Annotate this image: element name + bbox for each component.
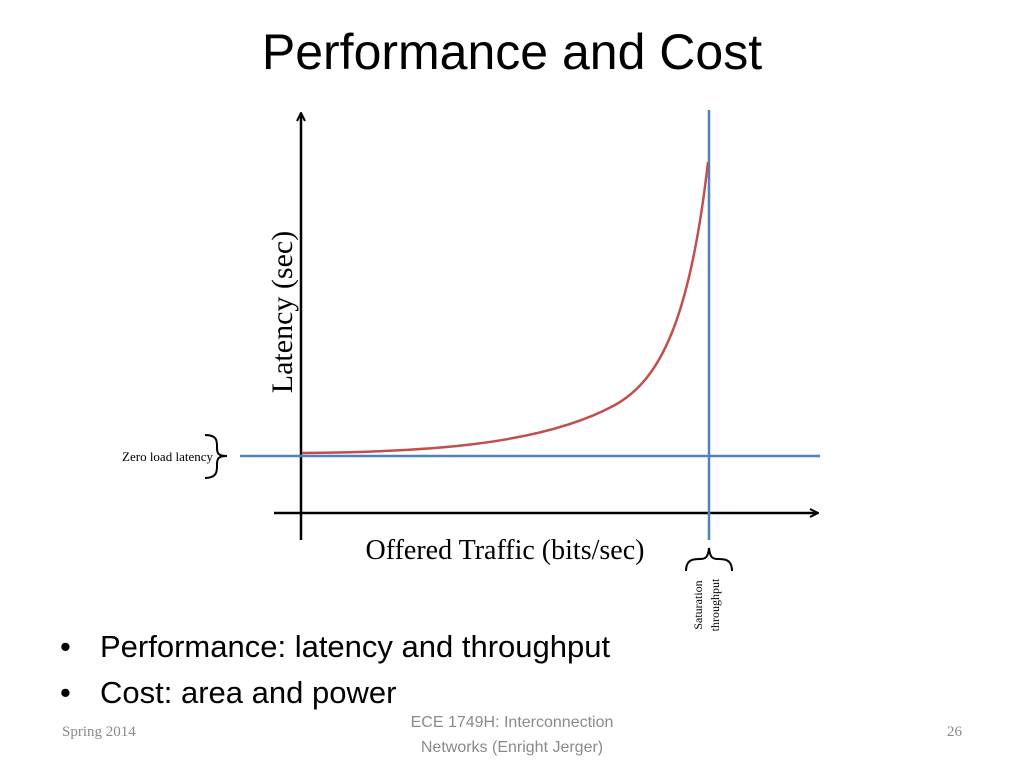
footer-course: ECE 1749H: Interconnection Networks (Enr… bbox=[382, 710, 642, 760]
bullet-text: Performance: latency and throughput bbox=[100, 629, 611, 664]
y-axis-label: Latency (sec) bbox=[266, 231, 299, 393]
bullet-item: • Performance: latency and throughput bbox=[60, 624, 610, 670]
zero-load-brace-icon bbox=[204, 434, 228, 479]
bullet-list: • Performance: latency and throughput • … bbox=[60, 624, 610, 716]
bullet-text: Cost: area and power bbox=[100, 675, 397, 710]
saturation-label-line2: throughput bbox=[708, 578, 722, 631]
bullet-item: • Cost: area and power bbox=[60, 670, 610, 716]
zero-load-latency-label: Zero load latency bbox=[122, 449, 213, 464]
footer-date: Spring 2014 bbox=[62, 724, 136, 740]
footer-course-line2: Networks (Enright Jerger) bbox=[420, 739, 604, 756]
x-axis-label: Offered Traffic (bits/sec) bbox=[366, 535, 645, 566]
saturation-label-line1: Saturation bbox=[691, 580, 705, 629]
bullet-dot-icon: • bbox=[60, 629, 71, 664]
saturation-brace-icon bbox=[685, 547, 733, 572]
latency-curve bbox=[301, 161, 710, 455]
footer-course-line1: ECE 1749H: Interconnection bbox=[410, 714, 614, 731]
bullet-dot-icon: • bbox=[60, 675, 71, 710]
page-number: 26 bbox=[947, 724, 962, 740]
slide-title: Performance and Cost bbox=[261, 24, 763, 80]
